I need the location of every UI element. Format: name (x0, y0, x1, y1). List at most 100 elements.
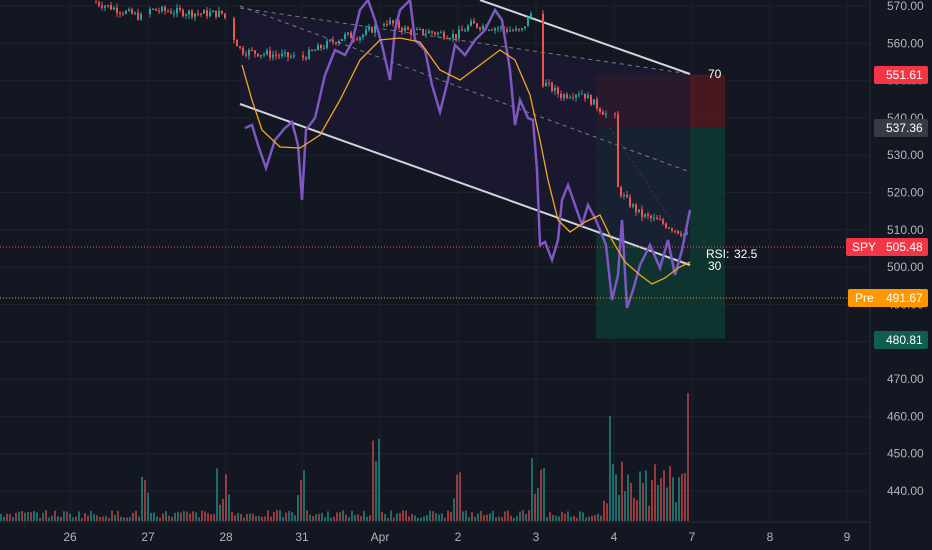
volume-bar (33, 511, 35, 521)
volume-bar (147, 492, 149, 521)
volume-bar (609, 416, 611, 521)
candle-body (578, 94, 580, 96)
volume-bar (624, 491, 626, 521)
volume-bar (576, 517, 578, 521)
candle-body (452, 33, 454, 39)
last-price-text: 505.48 (886, 240, 923, 254)
volume-bar (381, 511, 383, 521)
candle-body (338, 41, 340, 44)
volume-bar (120, 516, 122, 521)
candle-body (224, 13, 226, 19)
volume-bar (66, 511, 68, 521)
volume-bar (3, 516, 5, 521)
volume-bar (153, 512, 155, 521)
volume-bar (615, 474, 617, 521)
candle-body (317, 44, 319, 51)
price-tick-label: 570.00 (887, 0, 924, 13)
volume-bar (285, 512, 287, 521)
volume-bar (621, 461, 623, 521)
volume-bar (123, 517, 125, 521)
time-tick-label: 4 (611, 530, 618, 544)
candle-body (650, 215, 652, 219)
volume-bar (261, 516, 263, 521)
volume-bar (240, 514, 242, 521)
volume-bar (480, 510, 482, 521)
volume-bar (534, 493, 536, 521)
volume-bar (216, 468, 218, 521)
volume-bar (657, 484, 659, 521)
volume-bar (393, 517, 395, 521)
candle-body (116, 7, 118, 13)
volume-bar (681, 473, 683, 521)
volume-bar (384, 513, 386, 521)
volume-bar (486, 514, 488, 521)
volume-bar (138, 516, 140, 521)
symbol-label: SPY (852, 240, 876, 254)
volume-bar (90, 510, 92, 521)
candle-body (437, 32, 439, 35)
volume-bar (9, 514, 11, 521)
candle-body (626, 195, 628, 198)
volume-bar (474, 516, 476, 521)
volume-bar (639, 471, 641, 521)
volume-bar (270, 516, 272, 521)
candle-body (263, 54, 265, 56)
volume-bar (633, 497, 635, 521)
candle-body (335, 42, 337, 44)
candle-body (239, 46, 241, 48)
last-price-badge: SPY 505.48 (846, 238, 928, 256)
candle-body (449, 38, 451, 40)
volume-bar (183, 511, 185, 521)
volume-bar (300, 479, 302, 521)
price-tick-label: 450.00 (887, 447, 924, 461)
volume-bar (411, 513, 413, 521)
candle-body (407, 27, 409, 30)
volume-bar (18, 511, 20, 521)
candle-body (644, 214, 646, 217)
volume-bar (684, 472, 686, 521)
volume-bar (78, 511, 80, 521)
time-axis[interactable]: 26 27 28 31 Apr 2 3 4 7 8 9 (0, 521, 870, 544)
candle-body (572, 97, 574, 99)
candle-body (653, 217, 655, 219)
volume-bar (540, 469, 542, 521)
volume-bar (552, 514, 554, 521)
price-candles (95, 0, 688, 239)
candle-body (476, 23, 478, 28)
candle-body (254, 50, 256, 54)
candle-body (455, 33, 457, 39)
candle-body (209, 12, 211, 17)
volume-bar (309, 514, 311, 521)
volume-bar (426, 515, 428, 521)
channel-upper-line (479, 0, 691, 75)
candle-body (677, 230, 679, 234)
time-tick-label: 27 (141, 530, 155, 544)
candle-body (248, 49, 250, 56)
candle-body (674, 230, 676, 232)
volume-bar (315, 514, 317, 521)
volume-bar (564, 513, 566, 521)
volume-bar (54, 510, 56, 521)
volume-bar (339, 512, 341, 521)
candle-body (242, 47, 244, 55)
volume-bar (600, 515, 602, 521)
entry-price-text: 537.36 (886, 121, 923, 135)
candle-body (671, 228, 673, 231)
candle-body (311, 49, 313, 51)
candle-body (173, 13, 175, 15)
candle-body (614, 113, 616, 115)
volume-bar (459, 472, 461, 521)
volume-bar (351, 511, 353, 521)
time-tick-label: 9 (844, 530, 851, 544)
candle-body (488, 29, 490, 31)
candle-body (119, 12, 121, 14)
volume-bar (489, 513, 491, 521)
volume-bar (453, 498, 455, 521)
candle-body (182, 9, 184, 17)
candle-body (668, 227, 670, 229)
candle-body (275, 54, 277, 56)
price-tick-label: 530.00 (887, 148, 924, 162)
volume-bar (42, 512, 44, 521)
